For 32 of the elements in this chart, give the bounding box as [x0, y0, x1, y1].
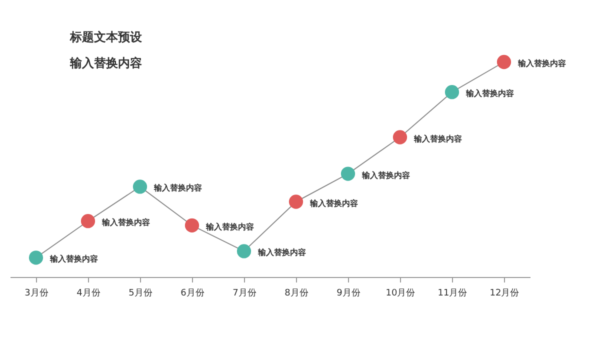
point — [184, 218, 200, 232]
point — [444, 85, 460, 100]
annotation: 输入替换内容 — [361, 170, 411, 180]
annotation: 输入替换内容 — [153, 182, 203, 193]
x-tick-label: 3月份 — [24, 288, 48, 298]
point — [132, 180, 148, 194]
point — [288, 194, 304, 209]
point — [236, 244, 252, 258]
point — [340, 166, 356, 181]
x-tick-label: 12月份 — [490, 288, 520, 298]
x-tick-label: 10月份 — [386, 288, 416, 298]
annotation: 输入替换内容 — [49, 254, 99, 264]
annotation: 输入替换内容 — [101, 217, 151, 228]
point — [28, 250, 44, 265]
annotation: 输入替换内容 — [413, 133, 463, 144]
point — [496, 54, 512, 70]
x-tick-label: 6月份 — [180, 288, 204, 298]
annotation: 输入替换内容 — [465, 88, 515, 98]
point — [392, 130, 408, 144]
chart-subtitle: 输入替换内容 — [69, 56, 142, 70]
point — [80, 214, 96, 228]
annotation: 输入替换内容 — [517, 58, 567, 68]
annotation: 输入替换内容 — [309, 198, 359, 208]
x-tick-label: 11月份 — [438, 288, 468, 298]
annotation: 输入替换内容 — [205, 221, 255, 232]
x-tick-label: 7月份 — [232, 288, 256, 298]
x-tick-label: 4月份 — [76, 288, 100, 298]
x-tick-label: 9月份 — [336, 288, 360, 298]
annotation: 输入替换内容 — [257, 247, 307, 258]
x-tick-label: 8月份 — [284, 288, 308, 298]
x-tick-label: 5月份 — [128, 288, 152, 298]
chart-title: 标题文本预设 — [69, 30, 143, 44]
